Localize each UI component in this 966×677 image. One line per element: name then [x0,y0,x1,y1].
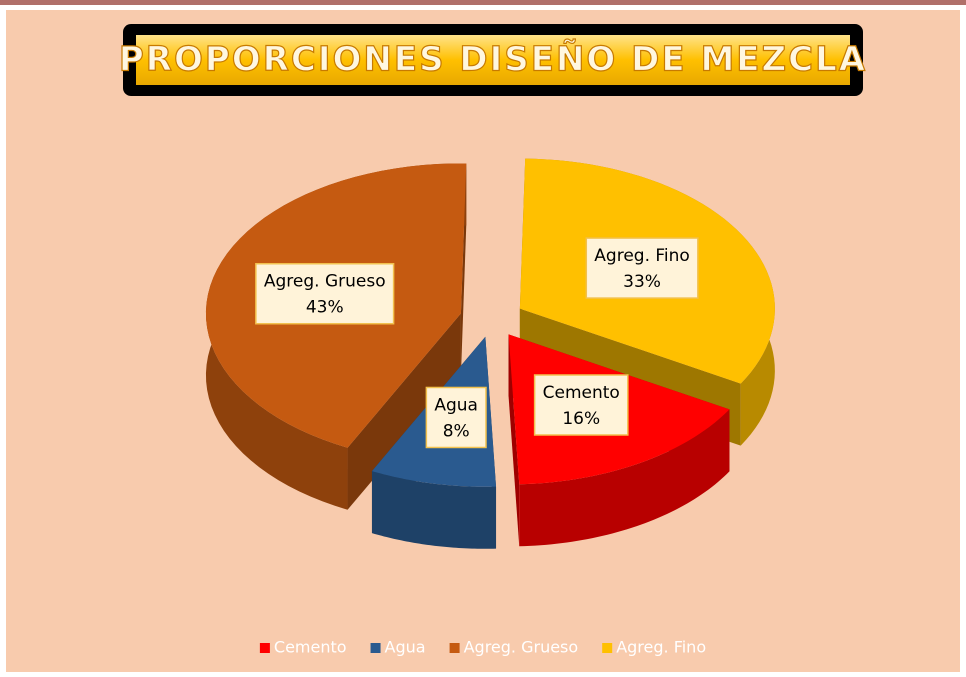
data-label-value: 8% [443,421,470,441]
legend-label: Agua [385,638,426,657]
data-label-box [533,374,629,436]
legend-swatch [602,643,613,653]
pie: Cemento 16% Agua 8% Agreg. Grueso 43% Agreg. F… [205,158,775,549]
slice-side [371,471,497,549]
legend-label: Cemento [274,638,347,657]
data-label-box [585,237,699,299]
slice-side [519,409,730,547]
chart-title: PROPORCIONES DISEÑO DE MEZCLA [119,39,867,80]
legend-label: Agreg. Fino [616,638,706,657]
title-band [136,35,850,85]
legend-label: Agreg. Grueso [464,638,579,657]
top-border [0,0,966,5]
legend-swatch [449,643,460,653]
data-label-value: 16% [562,409,600,429]
data-label-value: 33% [623,272,661,292]
data-label-box [425,386,487,449]
slice-wall [508,334,520,547]
legend: Cemento Agua Agreg. Grueso Agreg. Fino [259,638,706,657]
data-label-category: Agua [434,395,478,415]
data-label-category: Cemento [543,383,620,403]
data-label-category: Agreg. Grueso [264,272,386,292]
data-label-box [255,262,395,325]
legend-swatch [370,643,381,653]
legend-swatch [259,643,270,653]
slice-wall [347,313,461,510]
data-label-value: 43% [306,298,344,318]
data-label-category: Agreg. Fino [594,246,690,266]
